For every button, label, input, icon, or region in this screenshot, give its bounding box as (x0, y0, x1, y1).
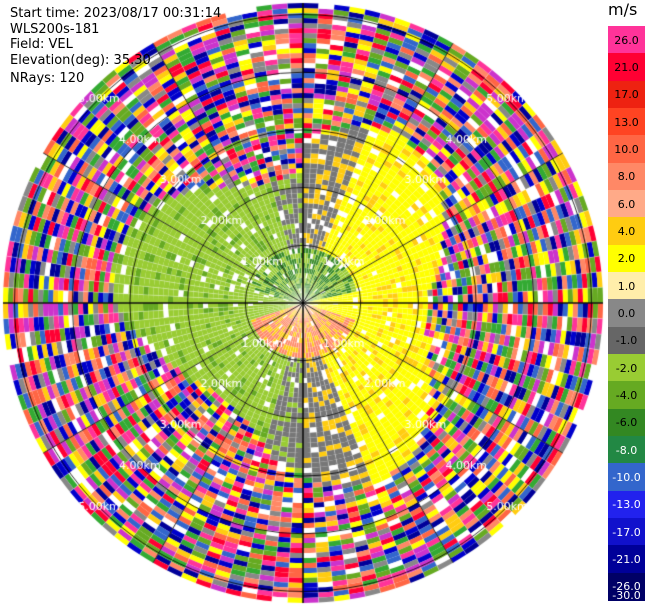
colorbar-swatch (608, 354, 645, 383)
colorbar-swatch (608, 190, 645, 219)
start-time-text: Start time: 2023/08/17 00:31:14 (10, 6, 222, 21)
colorbar-swatch (608, 53, 645, 82)
colorbar-swatch (608, 572, 645, 601)
colorbar-tick-label: 26.0 (614, 33, 639, 47)
colorbar-tick-label: -2.0 (615, 361, 638, 375)
colorbar-unit-label: m/s (608, 0, 638, 19)
colorbar-swatch (608, 80, 645, 109)
nrays-text: NRays: 120 (10, 71, 85, 86)
instrument-name: WLS200s-181 (10, 22, 100, 37)
colorbar-tick-label: -10.0 (612, 471, 641, 484)
colorbar-swatch (608, 272, 645, 301)
colorbar-tick-label: 2.0 (617, 252, 636, 266)
field-text: Field: VEL (10, 37, 73, 52)
colorbar-swatch (608, 490, 645, 519)
colorbar-swatch (608, 299, 645, 328)
colorbar-tick-label: 10.0 (614, 143, 639, 156)
colorbar-tick-label: 6.0 (617, 197, 636, 211)
colorbar-swatch (608, 518, 645, 547)
colorbar-tick-label: -4.0 (615, 389, 638, 402)
colorbar-swatch (608, 408, 645, 437)
colorbar-swatch (608, 135, 645, 164)
colorbar-swatch (608, 217, 645, 246)
colorbar-tick-label: -30.0 (612, 589, 641, 602)
colorbar-swatch (608, 108, 645, 137)
colorbar-tick-label: 8.0 (617, 170, 636, 184)
elevation-text: Elevation(deg): 35.30 (10, 53, 151, 68)
colorbar-tick-label: -6.0 (615, 416, 638, 430)
colorbar-swatch (608, 436, 645, 465)
colorbar-swatch (608, 381, 645, 410)
colorbar-tick-label: 17.0 (614, 88, 639, 102)
colorbar-tick-label: 4.0 (617, 225, 636, 238)
colorbar-swatch (608, 244, 645, 273)
colorbar-tick-label: -26.0 (612, 580, 641, 594)
colorbar-tick-label: -8.0 (615, 443, 638, 457)
colorbar-tick-label: 13.0 (614, 115, 639, 129)
colorbar-tick-label: -17.0 (612, 525, 641, 539)
colorbar-tick-label: -21.0 (612, 553, 641, 566)
colorbar-swatch (608, 162, 645, 191)
colorbar-swatch (608, 463, 645, 492)
colorbar-tick-label: 21.0 (614, 61, 639, 74)
colorbar-swatch (608, 26, 645, 55)
colorbar-swatch (608, 326, 645, 355)
colorbar-tick-label: -1.0 (615, 334, 638, 348)
colorbar-tick-label: 1.0 (617, 279, 636, 293)
colorbar-tick-label: 0.0 (617, 307, 636, 320)
colorbar-tick-label: -13.0 (612, 498, 641, 512)
colorbar-swatch (608, 545, 645, 574)
